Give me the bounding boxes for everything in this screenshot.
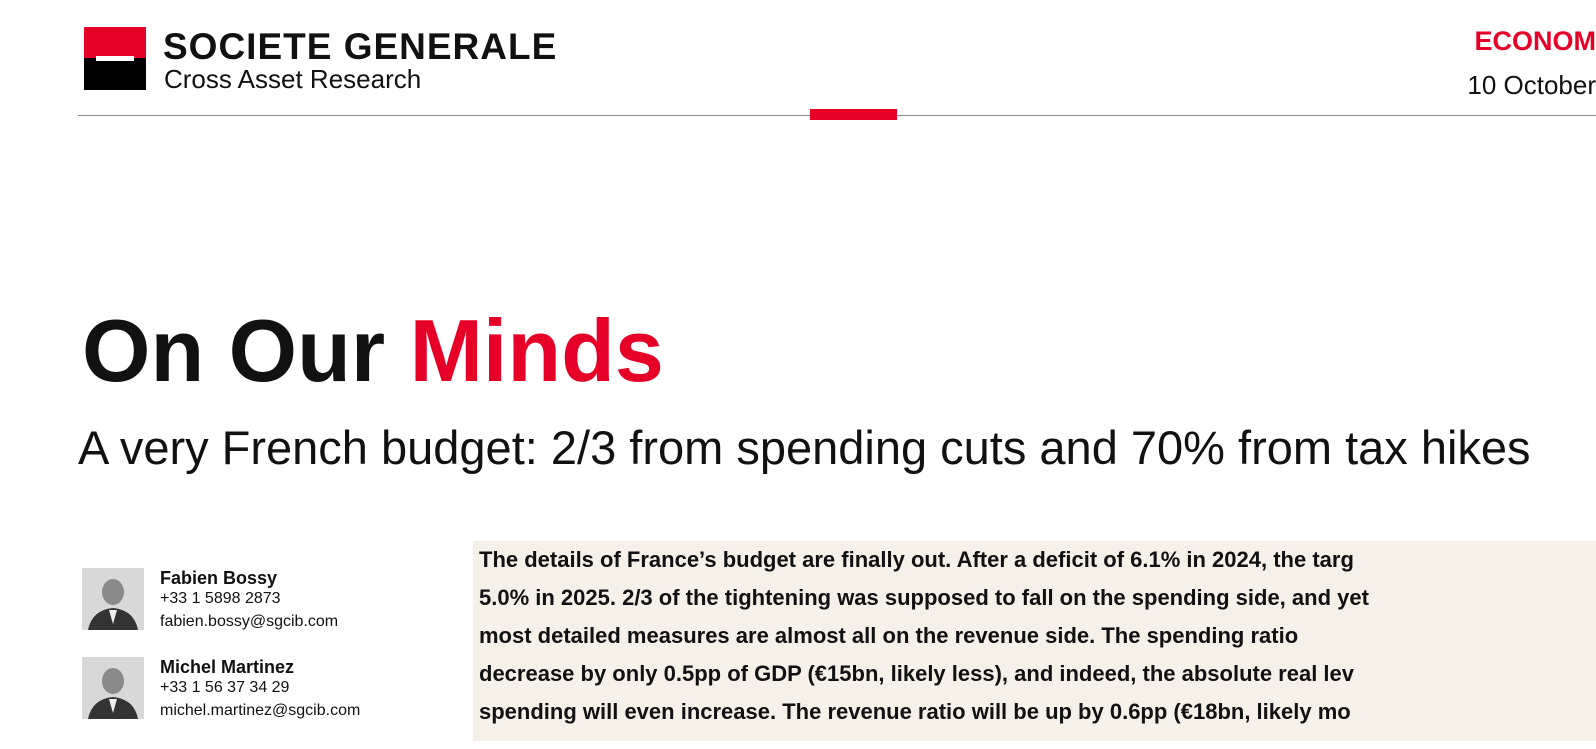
category: ECONOM xyxy=(1474,26,1596,56)
author-email: michel.martinez@sgcib.com xyxy=(160,702,361,719)
title-accent: Minds xyxy=(409,301,664,400)
summary-line: most detailed measures are almost all on… xyxy=(479,623,1299,648)
summary-box: The details of France’s budget are final… xyxy=(473,541,1596,741)
summary-line: decrease by only 0.5pp of GDP (€15bn, li… xyxy=(479,661,1355,686)
summary-line: The details of France’s budget are final… xyxy=(479,547,1354,572)
author-email: fabien.bossy@sgcib.com xyxy=(160,613,339,630)
date: 10 October xyxy=(1467,70,1596,100)
author: Fabien Bossy +33 1 5898 2873 fabien.bossy@… xyxy=(82,568,442,632)
brand: SOCIETE GENERALE xyxy=(163,26,558,67)
author-phone: +33 1 5898 2873 xyxy=(160,590,281,607)
author: Michel Martinez +33 1 56 37 34 29 michel.m… xyxy=(82,657,442,721)
division: Cross Asset Research xyxy=(164,64,422,94)
summary-line: spending will even increase. The revenue… xyxy=(479,699,1351,724)
summary-line: 5.0% in 2025. 2/3 of the tightening was … xyxy=(479,585,1369,610)
logo xyxy=(84,27,146,90)
title: On Our Minds xyxy=(82,300,664,402)
author-name: Michel Martinez xyxy=(160,657,295,677)
author-photo xyxy=(82,657,144,719)
title-part: On Our xyxy=(82,301,386,400)
accent-bar xyxy=(810,109,897,120)
author-photo xyxy=(82,568,144,630)
author-name: Fabien Bossy xyxy=(160,568,278,588)
subtitle: A very French budget: 2/3 from spending … xyxy=(78,421,1531,474)
author-phone: +33 1 56 37 34 29 xyxy=(160,679,290,696)
